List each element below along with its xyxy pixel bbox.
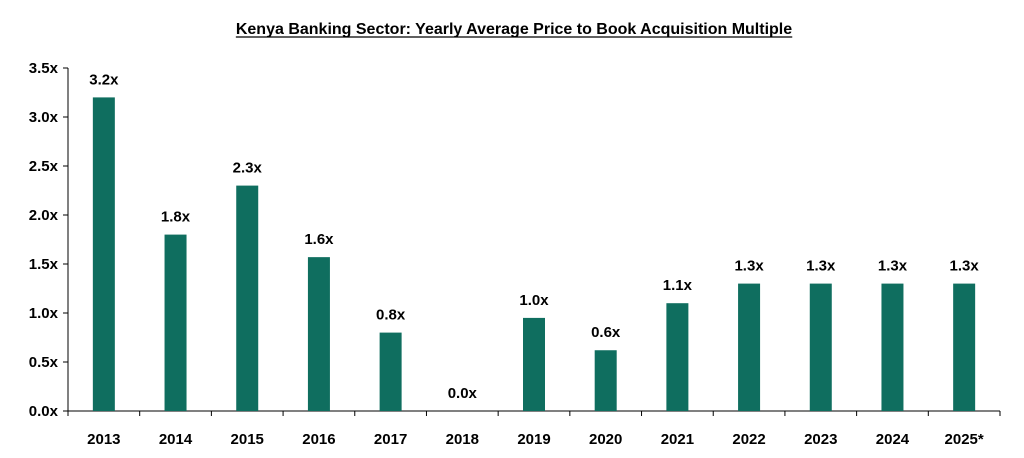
data-label: 1.1x (663, 277, 693, 294)
x-tick-label: 2025* (945, 431, 984, 448)
y-tick-label: 3.0x (29, 109, 59, 126)
data-label: 2.3x (233, 160, 263, 177)
bar (666, 303, 689, 411)
data-label: 1.3x (806, 258, 836, 275)
data-label: 0.6x (591, 324, 621, 341)
chart-title: Kenya Banking Sector: Yearly Average Pri… (236, 21, 792, 38)
y-tick-label: 2.5x (29, 158, 59, 175)
x-tick-label: 2021 (661, 431, 694, 448)
y-tick-label: 0.5x (29, 354, 59, 371)
bar (92, 97, 115, 412)
x-tick-label: 2013 (87, 431, 120, 448)
bar (236, 185, 259, 411)
data-label: 1.3x (734, 258, 764, 275)
data-label: 1.3x (878, 258, 908, 275)
bar (164, 234, 187, 411)
bar (953, 283, 976, 411)
y-tick-label: 1.5x (29, 256, 59, 273)
bars-group (92, 97, 976, 412)
y-axis: 0.0x 0.5x 1.0x 1.5x 2.0x 2.5x 3.0x 3.5x (29, 60, 69, 420)
data-label: 1.8x (161, 209, 191, 226)
bar (307, 257, 330, 411)
y-tick-label: 2.0x (29, 207, 59, 224)
data-label: 1.6x (304, 231, 334, 248)
data-label: 3.2x (89, 71, 119, 88)
x-tick-label: 2020 (589, 431, 622, 448)
x-tick-label: 2023 (804, 431, 837, 448)
bar (809, 283, 832, 411)
data-label: 1.0x (519, 292, 549, 309)
x-tick-label: 2024 (876, 431, 910, 448)
data-label: 0.8x (376, 307, 406, 324)
data-label: 1.3x (950, 258, 980, 275)
x-tick-label: 2016 (302, 431, 335, 448)
bar (881, 283, 904, 411)
x-axis: 2013 2014 2015 2016 2017 2018 2019 2020 2021 2022… (67, 410, 1001, 448)
x-tick-label: 2017 (374, 431, 407, 448)
data-label: 0.0x (448, 385, 478, 402)
x-tick-label: 2019 (517, 431, 550, 448)
x-tick-label: 2015 (231, 431, 264, 448)
data-labels-group: 3.2x 1.8x 2.3x 1.6x 0.8x 0.0x 1.0x 0.6x 1.1x 1.3x… (89, 71, 979, 402)
x-tick-label: 2018 (446, 431, 479, 448)
x-tick-label: 2022 (732, 431, 765, 448)
bar (738, 283, 761, 411)
bar (523, 317, 545, 411)
y-tick-label: 1.0x (29, 305, 59, 322)
bar (594, 350, 617, 411)
y-tick-label: 0.0x (29, 403, 59, 420)
x-tick-label: 2014 (159, 431, 193, 448)
y-tick-label: 3.5x (29, 60, 59, 77)
bar (379, 332, 402, 411)
